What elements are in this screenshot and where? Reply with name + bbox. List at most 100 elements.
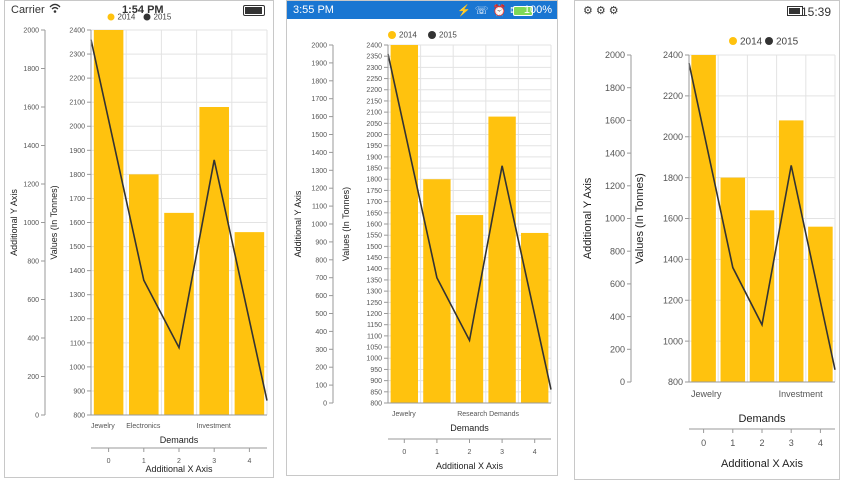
additional-y-tick-label: 400 bbox=[315, 329, 327, 336]
android-chart: 2014 201580010001200140016001800200022002… bbox=[582, 36, 836, 470]
battery-percent: 100% bbox=[523, 4, 552, 16]
wifi-icon bbox=[49, 2, 61, 17]
additional-y-tick-label: 1600 bbox=[311, 114, 327, 121]
additional-y-tick-label: 1300 bbox=[311, 168, 327, 175]
legend-marker-2015 bbox=[765, 37, 773, 45]
additional-y-tick-label: 600 bbox=[610, 279, 625, 289]
primary-y-tick-label: 1950 bbox=[366, 143, 382, 150]
legend-label-2015: 2015 bbox=[439, 31, 457, 40]
primary-y-tick-label: 1400 bbox=[366, 266, 382, 273]
legend-marker-2015 bbox=[428, 31, 436, 39]
additional-y-tick-label: 0 bbox=[620, 377, 625, 387]
primary-y-tick-label: 1550 bbox=[366, 233, 382, 240]
primary-y-tick-label: 1900 bbox=[366, 154, 382, 161]
primary-x-axis-title: Demands bbox=[738, 413, 786, 425]
additional-x-tick-label: 3 bbox=[789, 438, 794, 448]
bar-2014-jewelry bbox=[390, 45, 418, 403]
primary-y-tick-label: 1700 bbox=[366, 199, 382, 206]
additional-y-tick-label: 1600 bbox=[23, 104, 39, 111]
primary-y-tick-label: 1300 bbox=[366, 289, 382, 296]
primary-y-tick-label: 2100 bbox=[69, 100, 85, 107]
ios-clock: 1:54 PM bbox=[122, 4, 164, 16]
primary-y-axis-title: Values (In Tonnes) bbox=[634, 173, 646, 264]
primary-y-tick-label: 800 bbox=[370, 400, 382, 407]
legend-label-2015: 2015 bbox=[154, 13, 172, 22]
additional-y-tick-label: 700 bbox=[315, 275, 327, 282]
primary-y-tick-label: 900 bbox=[370, 378, 382, 385]
primary-y-tick-label: 1600 bbox=[663, 214, 683, 224]
additional-y-tick-label: 2000 bbox=[311, 42, 327, 49]
additional-y-tick-label: 1100 bbox=[312, 204, 327, 211]
bar-2014-electronics bbox=[129, 174, 159, 415]
additional-y-tick-label: 500 bbox=[315, 311, 327, 318]
primary-y-tick-label: 1450 bbox=[366, 255, 382, 262]
additional-x-tick-label: 4 bbox=[818, 438, 823, 448]
primary-y-tick-label: 2150 bbox=[366, 98, 382, 105]
line-series-2015 bbox=[688, 63, 836, 370]
additional-y-axis-title: Additional Y Axis bbox=[582, 177, 594, 259]
primary-x-tick-label: Investment bbox=[779, 389, 824, 399]
additional-y-tick-label: 0 bbox=[323, 400, 327, 407]
primary-x-tick-label: Investment bbox=[197, 423, 231, 430]
primary-y-tick-label: 1100 bbox=[70, 340, 85, 347]
primary-y-tick-label: 1000 bbox=[69, 364, 85, 371]
additional-y-tick-label: 600 bbox=[27, 297, 39, 304]
additional-x-tick-label: 2 bbox=[177, 458, 181, 465]
additional-x-axis-title: Additional X Axis bbox=[436, 461, 504, 471]
primary-x-tick-label: Jewelry bbox=[691, 389, 722, 399]
primary-y-tick-label: 1850 bbox=[366, 166, 382, 173]
additional-x-tick-label: 3 bbox=[212, 458, 216, 465]
primary-y-tick-label: 1500 bbox=[366, 244, 382, 251]
additional-y-tick-label: 200 bbox=[610, 344, 625, 354]
primary-y-tick-label: 1500 bbox=[69, 244, 85, 251]
additional-y-tick-label: 300 bbox=[315, 347, 327, 354]
primary-y-tick-label: 1800 bbox=[663, 173, 683, 183]
legend-marker-2014 bbox=[107, 13, 115, 21]
primary-y-tick-label: 1350 bbox=[366, 277, 382, 284]
additional-y-tick-label: 1400 bbox=[23, 143, 39, 150]
additional-y-tick-label: 800 bbox=[315, 257, 327, 264]
android-status-bar: ⚙⚙⚙ 15:39 bbox=[575, 1, 839, 21]
additional-y-tick-label: 1900 bbox=[311, 60, 327, 67]
primary-y-tick-label: 1800 bbox=[69, 172, 85, 179]
additional-y-tick-label: 100 bbox=[315, 383, 327, 390]
additional-y-tick-label: 800 bbox=[27, 258, 39, 265]
battery-icon bbox=[513, 6, 533, 16]
additional-y-tick-label: 200 bbox=[27, 374, 39, 381]
primary-y-tick-label: 2000 bbox=[69, 124, 85, 131]
primary-x-axis-title: Demands bbox=[160, 435, 199, 445]
additional-y-tick-label: 2000 bbox=[23, 27, 39, 34]
bar-2014-electronics bbox=[720, 177, 746, 382]
legend-label-2014: 2014 bbox=[399, 31, 417, 40]
additional-y-tick-label: 600 bbox=[315, 293, 327, 300]
additional-x-tick-label: 4 bbox=[533, 449, 537, 456]
bar-2014-research bbox=[749, 210, 775, 382]
uwp-chart: 2014 201580085090095010001050110011501200… bbox=[293, 31, 552, 471]
additional-y-tick-label: 1200 bbox=[23, 181, 39, 188]
primary-y-tick-label: 2200 bbox=[366, 87, 382, 94]
additional-y-tick-label: 200 bbox=[315, 365, 327, 372]
primary-y-tick-label: 1150 bbox=[367, 322, 382, 329]
additional-x-axis-title: Additional X Axis bbox=[721, 458, 803, 470]
legend-marker-2014 bbox=[729, 37, 737, 45]
additional-y-tick-label: 1800 bbox=[23, 66, 39, 73]
primary-y-tick-label: 2000 bbox=[366, 132, 382, 139]
additional-x-tick-label: 2 bbox=[468, 449, 472, 456]
additional-y-tick-label: 0 bbox=[35, 412, 39, 419]
primary-y-tick-label: 1100 bbox=[367, 333, 382, 340]
primary-y-tick-label: 1050 bbox=[366, 345, 382, 352]
additional-y-tick-label: 900 bbox=[315, 239, 327, 246]
battery-icon bbox=[243, 5, 265, 16]
primary-y-tick-label: 1650 bbox=[366, 210, 382, 217]
legend-label-2014: 2014 bbox=[118, 13, 136, 22]
android-device-frame: ⚙⚙⚙ 15:39 2014 2015 800 1000 1200 1400 1600 180… bbox=[574, 0, 840, 480]
notification-icons: ⚙⚙⚙ bbox=[583, 5, 622, 17]
bar-2014-electronics bbox=[423, 179, 451, 403]
legend-label-2015: 2015 bbox=[776, 36, 799, 47]
additional-y-tick-label: 1000 bbox=[23, 220, 39, 227]
bar-2014-research bbox=[455, 215, 484, 403]
primary-y-tick-label: 1750 bbox=[366, 188, 382, 195]
primary-x-tick-label: Research Demands bbox=[457, 411, 519, 418]
additional-y-tick-label: 400 bbox=[610, 312, 625, 322]
primary-y-tick-label: 1250 bbox=[366, 300, 382, 307]
